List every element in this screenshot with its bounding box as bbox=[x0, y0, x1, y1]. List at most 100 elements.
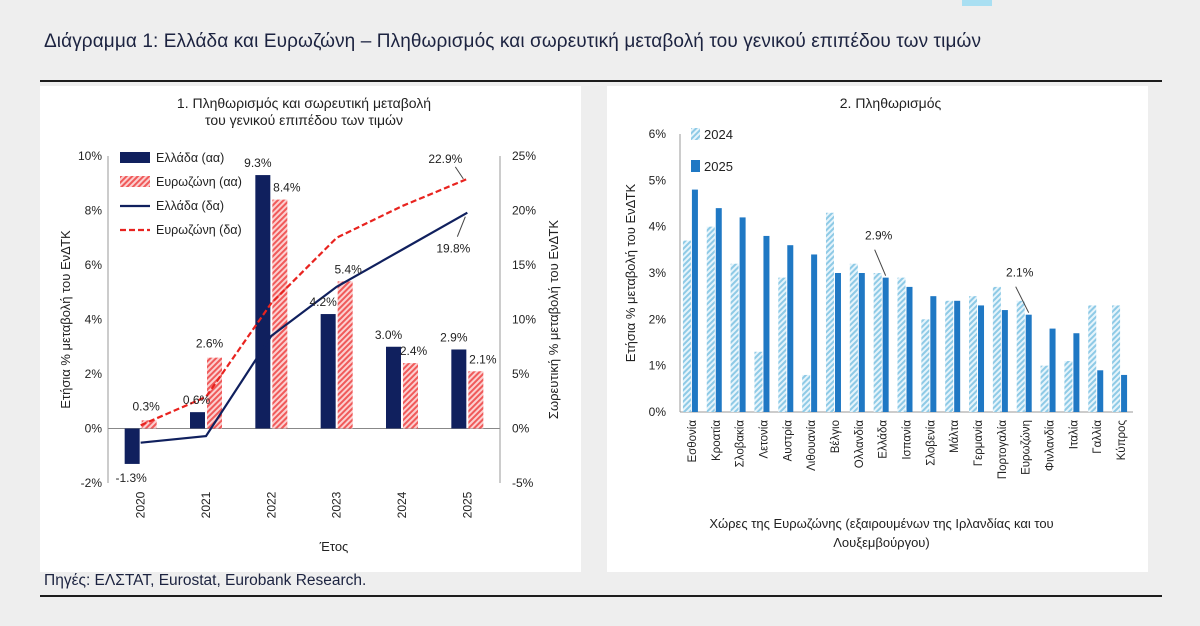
chart1-xtick-label: 2023 bbox=[330, 491, 344, 518]
chart2-ytick-label: 5% bbox=[649, 173, 667, 187]
chart2-annotation-label: 2.1% bbox=[1006, 266, 1034, 280]
chart2-xtick-label: Κροατία bbox=[711, 420, 723, 461]
chart2-bar-2024 bbox=[921, 319, 930, 412]
chart2-xtick-label: Ελλάδα bbox=[878, 420, 890, 459]
chart2-annotation-leader bbox=[1015, 286, 1030, 313]
chart2-bar-2025 bbox=[954, 300, 961, 412]
chart2-xtick-label: Λετονία bbox=[758, 420, 770, 459]
chart2-xtick-label: Μάλτα bbox=[949, 420, 961, 453]
chart1-bar-eurozone bbox=[272, 199, 288, 429]
chart2-xtick-label: Φινλανδία bbox=[1045, 420, 1057, 471]
panel-left: 1. Πληθωρισμός και σωρευτική μεταβολή του… bbox=[40, 86, 581, 572]
chart2-xtick-label: Εσθονία bbox=[687, 420, 699, 463]
chart2-bar-2024 bbox=[754, 351, 763, 412]
chart1-ytick-label: -2% bbox=[81, 476, 103, 490]
chart2-legend-swatch-2025 bbox=[691, 160, 700, 172]
source-note: Πηγές: ΕΛΣΤΑΤ, Eurostat, Eurobank Resear… bbox=[44, 572, 367, 589]
chart1-ytick-label: 10% bbox=[78, 149, 102, 163]
chart2-bar-2024 bbox=[802, 374, 811, 412]
chart-eurozone-inflation: 2. Πληθωρισμός 0% 1% 2% 3% 4% 5% 6% Ετήσια % μετ… bbox=[623, 95, 1133, 550]
panel-right: 2. Πληθωρισμός 0% 1% 2% 3% 4% 5% 6% Ετήσια % μετ… bbox=[607, 86, 1148, 572]
chart1-title-line: του γενικού επιπέδου των τιμών bbox=[205, 112, 403, 128]
chart1-endlabel-eurozone: 22.9% bbox=[428, 152, 462, 166]
chart1-bar-greece bbox=[190, 412, 205, 429]
chart2-yaxis-title: Ετήσια % μεταβολή του ΕνΔΤΚ bbox=[623, 183, 638, 362]
chart1-bar-greece bbox=[320, 314, 336, 429]
chart1-ytick-label: 4% bbox=[85, 313, 103, 327]
chart1-y2axis-title: Σωρευτική % μεταβολή του ΕνΔΤΚ bbox=[546, 220, 561, 420]
chart2-bar-2024 bbox=[730, 263, 739, 412]
chart1-y2tick-label: 25% bbox=[512, 149, 536, 163]
chart2-ytick-label: 6% bbox=[649, 127, 667, 141]
chart1-y2tick-label: 10% bbox=[512, 313, 536, 327]
chart2-bar-2024 bbox=[1040, 365, 1049, 412]
chart1-y2tick-label: 20% bbox=[512, 204, 536, 218]
chart2-bar-2025 bbox=[882, 277, 889, 412]
chart2-bar-2025 bbox=[691, 189, 698, 412]
chart1-xtick-label: 2022 bbox=[264, 491, 278, 518]
chart2-bar-2024 bbox=[706, 226, 715, 412]
title-underline bbox=[40, 80, 1162, 82]
chart2-bar-2024 bbox=[778, 277, 787, 412]
chart1-y2tick-label: -5% bbox=[512, 476, 534, 490]
chart1-legend-label: Ευρωζώνη (αα) bbox=[156, 175, 242, 189]
chart1-xaxis-title: Έτος bbox=[319, 539, 349, 554]
chart2-bar-2025 bbox=[1001, 310, 1008, 412]
chart2-xtick-label: Λιθουανία bbox=[806, 420, 818, 471]
chart2-bar-2025 bbox=[906, 286, 913, 412]
top-accent-box bbox=[962, 0, 992, 6]
chart1-label-eurozone: 2.6% bbox=[196, 337, 224, 351]
chart2-title: 2. Πληθωρισμός bbox=[840, 95, 942, 111]
chart1-label-greece: 3.0% bbox=[375, 328, 403, 342]
chart2-bar-2025 bbox=[1097, 370, 1104, 412]
chart1-y2tick-label: 5% bbox=[512, 367, 530, 381]
chart1-label-eurozone: 0.3% bbox=[132, 399, 160, 413]
chart2-xtick-label: Γαλλία bbox=[1092, 420, 1104, 454]
source-overline bbox=[40, 595, 1162, 597]
chart1-y2tick-label: 15% bbox=[512, 258, 536, 272]
chart1-ytick-label: 6% bbox=[85, 258, 103, 272]
chart1-legend-swatch-eurozone-bar bbox=[120, 176, 150, 187]
chart-inflation-cumulative: 1. Πληθωρισμός και σωρευτική μεταβολήτου… bbox=[58, 95, 561, 554]
chart1-ytick-label: 2% bbox=[85, 367, 103, 381]
chart1-ytick-label: 0% bbox=[85, 422, 103, 436]
chart2-xtick-label: Γερμανία bbox=[973, 420, 985, 467]
chart2-ytick-label: 0% bbox=[649, 405, 667, 419]
chart2-bar-2025 bbox=[978, 305, 985, 412]
chart2-bar-2025 bbox=[1049, 328, 1056, 412]
chart2-xtick-label: Ολλανδία bbox=[854, 420, 866, 469]
chart2-legend-label: 2024 bbox=[704, 127, 733, 142]
chart1-endlabel-greece: 19.8% bbox=[436, 242, 470, 256]
chart2-ytick-label: 3% bbox=[649, 266, 667, 280]
chart2-xtick-label: Κύπρος bbox=[1116, 420, 1128, 461]
chart2-xtick-label: Ιταλία bbox=[1068, 420, 1080, 450]
chart2-bar-2025 bbox=[930, 296, 937, 412]
chart2-bar-2024 bbox=[897, 277, 906, 412]
chart2-bar-2025 bbox=[811, 254, 818, 412]
chart1-line-greece bbox=[140, 211, 468, 444]
chart2-bar-2024 bbox=[825, 212, 834, 412]
chart2-bar-2025 bbox=[858, 273, 865, 412]
chart2-xtick-label: Σλοβακία bbox=[735, 420, 747, 468]
chart2-bar-2024 bbox=[849, 263, 858, 412]
chart1-bar-greece bbox=[124, 428, 140, 464]
chart2-annotation-leader bbox=[874, 249, 887, 276]
chart1-y2tick-label: 0% bbox=[512, 422, 530, 436]
chart1-bar-greece bbox=[386, 346, 401, 429]
chart1-leader-greece bbox=[456, 216, 466, 237]
chart2-legend-swatch-2024 bbox=[691, 128, 700, 140]
chart1-label-greece: 2.9% bbox=[440, 330, 468, 344]
chart2-bar-2024 bbox=[992, 286, 1001, 412]
chart2-bar-2024 bbox=[873, 273, 882, 412]
chart2-ytick-label: 1% bbox=[649, 359, 667, 373]
chart1-bar-eurozone bbox=[468, 371, 484, 429]
chart2-bar-2024 bbox=[682, 240, 691, 412]
chart2-xtick-label: Ισπανία bbox=[902, 420, 914, 460]
chart2-ytick-label: 4% bbox=[649, 220, 667, 234]
chart2-xtick-label: Σλοβενία bbox=[925, 420, 937, 466]
chart1-bar-greece bbox=[255, 175, 271, 429]
chart1-bar-eurozone bbox=[141, 420, 157, 429]
chart2-annotation-label: 2.9% bbox=[865, 229, 893, 243]
chart1-bar-eurozone bbox=[403, 363, 418, 429]
chart1-yaxis-title: Ετήσια % μεταβολή του ΕνΔΤΚ bbox=[58, 230, 73, 409]
